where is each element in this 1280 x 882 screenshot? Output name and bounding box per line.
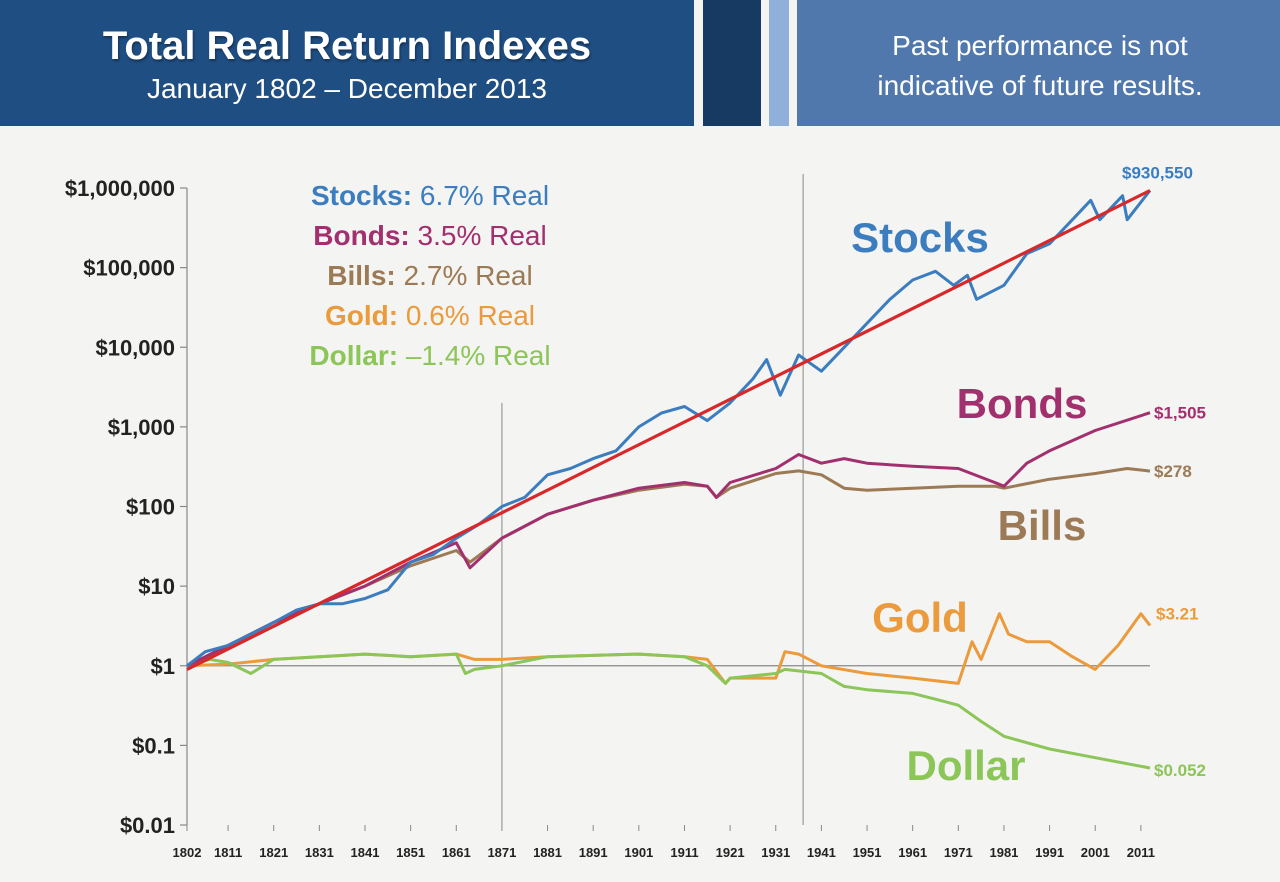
bills-series-line [186,467,1151,668]
return-index-chart: $1,000,000 $100,000 $10,000 $1,000 $100 $10 $1… [65,163,1206,860]
legend-label-gold: Gold: [325,300,406,331]
gold-series-line [186,612,1152,685]
legend-value-stocks: 6.7% Real [420,180,549,211]
x-tick-label: 1961 [898,845,927,860]
bonds-series-label: Bonds [957,380,1088,427]
bills-series-label: Bills [998,502,1087,549]
x-tick-label: 1991 [1035,845,1064,860]
bonds-series-line [186,411,1151,668]
legend-value-dollar: –1.4% Real [406,340,551,371]
x-tick-label: 1831 [305,845,334,860]
bonds-end-label: $1,505 [1154,404,1206,423]
y-tick-label: $1,000,000 [65,176,175,201]
header-disclaimer-panel [797,0,1280,126]
x-tick-label: 2011 [1127,845,1155,860]
x-tick-label: 1931 [761,845,790,860]
trend-series-line [186,189,1151,671]
legend-value-gold: 0.6% Real [406,300,535,331]
x-tick-label: 1941 [807,845,836,860]
bills-end-label: $278 [1154,462,1192,481]
x-tick-label: 1911 [670,845,698,860]
x-tick-label: 1871 [487,845,516,860]
x-tick-label: 1981 [989,845,1018,860]
legend-value-bonds: 3.5% Real [418,220,547,251]
legend-entry-bills: Bills: 2.7% Real [327,260,532,291]
chart-title: Total Real Return Indexes [102,24,592,68]
x-tick-label: 1841 [351,845,380,860]
chart-subtitle: January 1802 – December 2013 [146,73,548,104]
legend-entry-dollar: Dollar: –1.4% Real [309,340,550,371]
y-tick-label: $100 [126,495,175,520]
y-tick-label: $0.01 [120,813,175,838]
gold-end-label: $3.21 [1156,604,1199,623]
gold-series-label: Gold [872,594,968,641]
y-tick-label: $1 [151,654,175,679]
x-tick-label: 1971 [944,845,973,860]
x-tick-label: 1851 [396,845,425,860]
legend-entry-stocks: Stocks: 6.7% Real [311,180,549,211]
stocks-series-line [186,189,1152,667]
x-tick-label: 1891 [579,845,608,860]
header-banner: Total Real Return Indexes January 1802 –… [0,0,1280,126]
stocks-end-label: $930,550 [1122,163,1193,182]
x-tick-label: 1921 [716,845,745,860]
header-accent-dark [703,0,761,126]
disclaimer-line-2: indicative of future results. [877,70,1203,101]
y-tick-label: $0.1 [132,733,175,758]
disclaimer-text: Past performance is not indicative of fu… [820,26,1260,106]
y-tick-label: $10,000 [95,335,175,360]
x-tick-label: 1951 [853,845,882,860]
header-accent-light [769,0,789,126]
dollar-series-label: Dollar [906,742,1025,789]
x-tick-label: 1901 [624,845,653,860]
x-tick-label: 1821 [259,845,288,860]
y-tick-label: $10 [138,574,175,599]
legend-label-stocks: Stocks: [311,180,420,211]
dollar-series-line [186,652,1151,770]
header-title-panel [0,0,694,126]
y-tick-label: $1,000 [108,415,175,440]
legend-value-bills: 2.7% Real [404,260,533,291]
legend-label-bonds: Bonds: [313,220,417,251]
disclaimer-line-1: Past performance is not [892,30,1188,61]
stocks-series-label: Stocks [851,214,989,261]
legend-entry-bonds: Bonds: 3.5% Real [313,220,546,251]
dollar-end-label: $0.052 [1154,761,1206,780]
x-tick-label: 2001 [1081,845,1110,860]
y-tick-label: $100,000 [83,256,175,281]
legend-label-bills: Bills: [327,260,403,291]
x-tick-label: 1811 [214,845,242,860]
legend-label-dollar: Dollar: [309,340,405,371]
legend-entry-gold: Gold: 0.6% Real [325,300,535,331]
x-tick-label: 1861 [442,845,471,860]
x-tick-label: 1881 [533,845,562,860]
x-tick-label: 1802 [173,845,202,860]
